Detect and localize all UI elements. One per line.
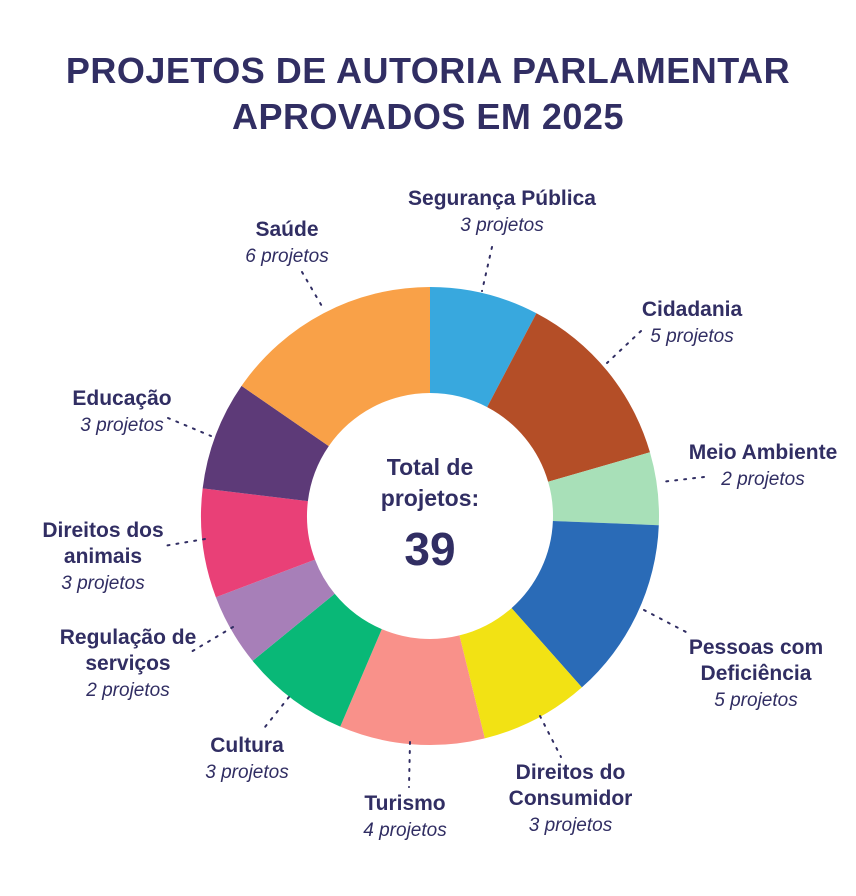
donut-segment-7 <box>215 559 335 661</box>
label-turismo: Turismo 4 projetos <box>325 791 485 843</box>
label-cultura: Cultura 3 projetos <box>167 733 327 785</box>
segment-count: 3 projetos <box>460 215 544 236</box>
label-saude: Saúde 6 projetos <box>207 217 367 269</box>
segment-count: 2 projetos <box>86 680 170 701</box>
label-direitos-dos-animais: Direitos dos animais 3 projetos <box>38 518 168 596</box>
donut-center-label: Total de projetos: 39 <box>350 452 510 574</box>
segment-name: Educação <box>72 387 172 410</box>
label-regulacao-de-servicos: Regulação de serviços 2 projetos <box>58 625 198 703</box>
leader-line-3 <box>643 609 687 633</box>
label-pessoas-com-deficiencia: Pessoas com Deficiência 5 projetos <box>666 635 846 713</box>
segment-name: Direitos dos animais <box>42 519 164 568</box>
label-meio-ambiente: Meio Ambiente 2 projetos <box>688 440 838 492</box>
segment-name: Cidadania <box>641 298 743 321</box>
donut-segment-4 <box>459 608 582 739</box>
leader-line-6 <box>260 696 290 733</box>
segment-name: Meio Ambiente <box>688 441 838 464</box>
segment-count: 3 projetos <box>61 573 145 594</box>
leader-line-5 <box>408 741 411 788</box>
segment-count: 5 projetos <box>650 326 734 347</box>
segment-name: Cultura <box>210 734 284 757</box>
total-caption: Total de projetos: <box>380 454 480 511</box>
leader-line-0 <box>481 246 493 292</box>
page-title-line1: PROJETOS DE AUTORIA PARLAMENTAR <box>65 50 791 91</box>
label-seguranca-publica: Segurança Pública 3 projetos <box>372 186 632 238</box>
segment-count: 6 projetos <box>245 246 329 267</box>
segment-name: Turismo <box>364 792 446 815</box>
segment-count: 3 projetos <box>80 415 164 436</box>
segment-name: Saúde <box>255 218 319 241</box>
segment-name: Direitos do Consumidor <box>508 761 633 810</box>
segment-count: 4 projetos <box>363 820 447 841</box>
segment-name: Regulação de serviços <box>59 626 197 675</box>
segment-count: 5 projetos <box>714 690 798 711</box>
segment-name: Segurança Pública <box>408 187 596 210</box>
segment-name: Pessoas com Deficiência <box>688 636 824 685</box>
leader-line-8 <box>163 538 206 547</box>
segment-count: 3 projetos <box>205 762 289 783</box>
donut-segment-5 <box>340 629 485 746</box>
donut-segment-8 <box>201 488 315 598</box>
leader-line-2 <box>660 476 705 483</box>
label-cidadania: Cidadania 5 projetos <box>612 297 772 349</box>
donut-segment-3 <box>511 520 659 688</box>
leader-line-4 <box>539 715 562 758</box>
leader-line-9 <box>167 417 212 437</box>
page-title: PROJETOS DE AUTORIA PARLAMENTAR APROVADO… <box>0 48 856 140</box>
segment-count: 3 projetos <box>528 815 613 836</box>
donut-segment-10 <box>241 287 430 447</box>
segment-count: 2 projetos <box>721 469 805 490</box>
page-title-line2: APROVADOS EM 2025 <box>232 96 624 137</box>
donut-segment-9 <box>202 385 329 502</box>
donut-segment-1 <box>487 313 650 482</box>
donut-segment-6 <box>252 593 382 727</box>
leader-line-1 <box>606 330 642 364</box>
donut-segment-2 <box>548 452 659 526</box>
leader-line-7 <box>190 626 234 653</box>
total-value: 39 <box>404 523 456 575</box>
label-educacao: Educação 3 projetos <box>42 386 202 438</box>
donut-segment-0 <box>430 287 537 408</box>
label-direitos-do-consumidor: Direitos do Consumidor 3 projetos <box>478 760 663 838</box>
leader-line-10 <box>301 271 324 309</box>
